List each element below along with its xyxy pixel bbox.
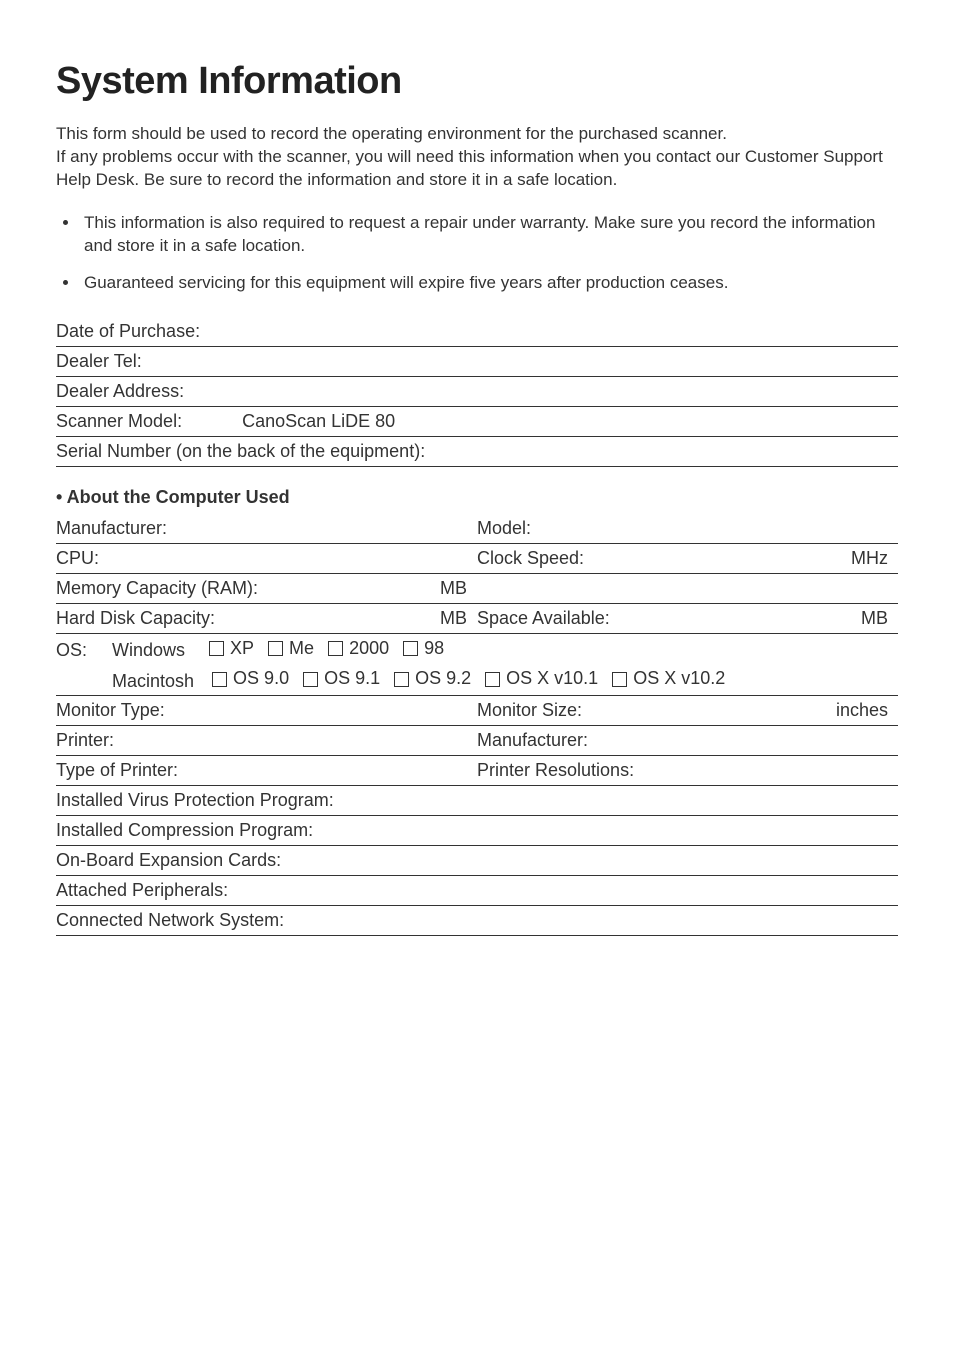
intro-line-1: This form should be used to record the o…	[56, 124, 727, 143]
unit-mb: MB	[861, 608, 898, 629]
label-hdd: Hard Disk Capacity:	[56, 608, 215, 629]
section-about-computer: • About the Computer Used	[56, 487, 898, 508]
checkbox-label: 2000	[349, 638, 389, 659]
page-title: System Information	[56, 60, 898, 103]
warranty-bullets: This information is also required to req…	[56, 212, 898, 295]
checkbox-icon	[212, 672, 227, 687]
checkbox-osx101[interactable]: OS X v10.1	[485, 668, 598, 689]
bullet-item: This information is also required to req…	[80, 212, 898, 258]
checkbox-label: XP	[230, 638, 254, 659]
row-peripherals: Attached Peripherals:	[56, 876, 898, 906]
row-os-macintosh: Macintosh OS 9.0 OS 9.1 OS 9.2 OS X v10.…	[56, 664, 898, 696]
label-printer-type: Type of Printer:	[56, 760, 178, 781]
row-memory: Memory Capacity (RAM): MB	[56, 574, 898, 604]
checkbox-icon	[303, 672, 318, 687]
label-monitor-size: Monitor Size:	[477, 700, 582, 721]
checkbox-os90[interactable]: OS 9.0	[212, 668, 289, 689]
label-windows: Windows	[112, 640, 185, 661]
checkbox-icon	[394, 672, 409, 687]
checkbox-label: OS 9.0	[233, 668, 289, 689]
label-model: Model:	[477, 518, 531, 539]
intro-line-2: If any problems occur with the scanner, …	[56, 147, 883, 189]
unit-mb: MB	[440, 608, 477, 629]
label-printer-manufacturer: Manufacturer:	[477, 730, 588, 751]
checkbox-xp[interactable]: XP	[209, 638, 254, 659]
row-compression: Installed Compression Program:	[56, 816, 898, 846]
row-network: Connected Network System:	[56, 906, 898, 936]
row-virus: Installed Virus Protection Program:	[56, 786, 898, 816]
label-scanner-model: Scanner Model:	[56, 411, 182, 432]
row-dealer-address: Dealer Address:	[56, 377, 898, 407]
row-os-windows: OS: Windows XP Me 2000 98	[56, 634, 898, 665]
checkbox-os92[interactable]: OS 9.2	[394, 668, 471, 689]
row-expansion: On-Board Expansion Cards:	[56, 846, 898, 876]
unit-mhz: MHz	[851, 548, 898, 569]
checkbox-icon	[209, 641, 224, 656]
row-printer-type: Type of Printer: Printer Resolutions:	[56, 756, 898, 786]
label-network: Connected Network System:	[56, 910, 284, 931]
unit-mb: MB	[440, 578, 477, 599]
label-printer-resolutions: Printer Resolutions:	[477, 760, 634, 781]
label-serial-number: Serial Number (on the back of the equipm…	[56, 441, 425, 462]
bullet-item: Guaranteed servicing for this equipment …	[80, 272, 898, 295]
checkbox-label: OS X v10.2	[633, 668, 725, 689]
checkbox-icon	[612, 672, 627, 687]
intro-block: This form should be used to record the o…	[56, 123, 898, 192]
checkbox-icon	[328, 641, 343, 656]
row-dealer-tel: Dealer Tel:	[56, 347, 898, 377]
row-scanner-model: Scanner Model: CanoScan LiDE 80	[56, 407, 898, 437]
label-virus: Installed Virus Protection Program:	[56, 790, 334, 811]
label-peripherals: Attached Peripherals:	[56, 880, 228, 901]
value-scanner-model: CanoScan LiDE 80	[242, 411, 395, 432]
label-manufacturer: Manufacturer:	[56, 518, 167, 539]
label-memory: Memory Capacity (RAM):	[56, 578, 258, 599]
label-clock-speed: Clock Speed:	[477, 548, 584, 569]
unit-inches: inches	[836, 700, 898, 721]
checkbox-icon	[403, 641, 418, 656]
row-date-of-purchase: Date of Purchase:	[56, 317, 898, 347]
label-os: OS:	[56, 640, 112, 661]
checkbox-label: Me	[289, 638, 314, 659]
checkbox-label: OS 9.1	[324, 668, 380, 689]
checkbox-label: 98	[424, 638, 444, 659]
label-dealer-address: Dealer Address:	[56, 381, 184, 402]
row-printer: Printer: Manufacturer:	[56, 726, 898, 756]
checkbox-os91[interactable]: OS 9.1	[303, 668, 380, 689]
row-monitor: Monitor Type: Monitor Size: inches	[56, 696, 898, 726]
checkbox-2000[interactable]: 2000	[328, 638, 389, 659]
row-cpu-clock: CPU: Clock Speed: MHz	[56, 544, 898, 574]
checkbox-osx102[interactable]: OS X v10.2	[612, 668, 725, 689]
label-compression: Installed Compression Program:	[56, 820, 313, 841]
row-manufacturer-model: Manufacturer: Model:	[56, 514, 898, 544]
label-cpu: CPU:	[56, 548, 99, 569]
checkbox-98[interactable]: 98	[403, 638, 444, 659]
checkbox-icon	[268, 641, 283, 656]
checkbox-label: OS X v10.1	[506, 668, 598, 689]
checkbox-label: OS 9.2	[415, 668, 471, 689]
label-monitor-type: Monitor Type:	[56, 700, 165, 721]
label-space-available: Space Available:	[477, 608, 610, 629]
label-expansion: On-Board Expansion Cards:	[56, 850, 281, 871]
row-serial-number: Serial Number (on the back of the equipm…	[56, 437, 898, 467]
row-hdd-space: Hard Disk Capacity: MB Space Available: …	[56, 604, 898, 634]
checkbox-me[interactable]: Me	[268, 638, 314, 659]
checkbox-icon	[485, 672, 500, 687]
label-dealer-tel: Dealer Tel:	[56, 351, 142, 372]
label-printer: Printer:	[56, 730, 114, 751]
label-date-of-purchase: Date of Purchase:	[56, 321, 200, 342]
label-macintosh: Macintosh	[112, 671, 194, 692]
